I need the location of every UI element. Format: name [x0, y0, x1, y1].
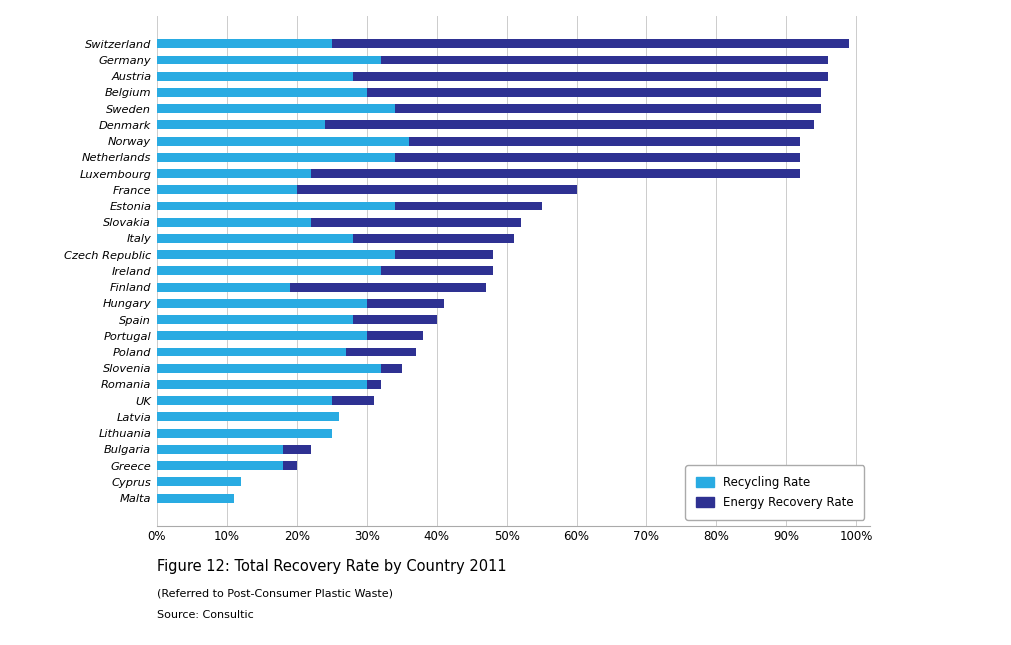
Bar [366, 332, 423, 341]
Bar [366, 380, 380, 389]
Bar [157, 218, 310, 226]
Text: (Referred to Post-Consumer Plastic Waste): (Referred to Post-Consumer Plastic Waste… [157, 589, 392, 599]
Bar [157, 250, 394, 259]
Bar [157, 137, 408, 146]
Bar [157, 477, 241, 486]
Bar [157, 380, 366, 389]
Bar [157, 153, 394, 162]
Bar [157, 88, 366, 97]
Bar [157, 39, 332, 48]
Bar [157, 493, 234, 502]
Bar [157, 461, 282, 470]
Bar [157, 185, 296, 194]
Bar [157, 396, 332, 405]
Bar [157, 201, 394, 210]
Bar [366, 299, 443, 308]
Bar [157, 348, 346, 357]
Bar [157, 429, 332, 437]
Bar [394, 250, 492, 259]
Bar [380, 266, 492, 275]
Bar [380, 364, 401, 373]
Bar [157, 72, 353, 81]
Bar [408, 137, 800, 146]
Bar [310, 218, 520, 226]
Bar [380, 55, 828, 64]
Bar [157, 315, 353, 324]
Bar [353, 315, 436, 324]
Bar [296, 185, 576, 194]
Bar [394, 153, 800, 162]
Bar [157, 299, 366, 308]
Bar [157, 234, 353, 243]
Bar [289, 283, 485, 292]
Text: Figure 12: Total Recovery Rate by Country 2011: Figure 12: Total Recovery Rate by Countr… [157, 559, 506, 574]
Bar [157, 332, 366, 341]
Bar [157, 266, 380, 275]
Bar [332, 39, 848, 48]
Bar [346, 348, 416, 357]
Bar [394, 104, 821, 113]
Bar [366, 88, 821, 97]
Bar [332, 396, 373, 405]
Bar [353, 72, 828, 81]
Bar [157, 169, 310, 178]
Bar [157, 364, 380, 373]
Bar [157, 55, 380, 64]
Bar [157, 121, 325, 130]
Bar [157, 412, 339, 421]
Legend: Recycling Rate, Energy Recovery Rate: Recycling Rate, Energy Recovery Rate [684, 466, 863, 520]
Bar [157, 283, 289, 292]
Bar [157, 104, 394, 113]
Bar [353, 234, 513, 243]
Bar [394, 201, 541, 210]
Bar [157, 445, 282, 454]
Text: Source: Consultic: Source: Consultic [157, 610, 254, 620]
Bar [282, 461, 296, 470]
Bar [310, 169, 800, 178]
Bar [282, 445, 310, 454]
Bar [325, 121, 814, 130]
